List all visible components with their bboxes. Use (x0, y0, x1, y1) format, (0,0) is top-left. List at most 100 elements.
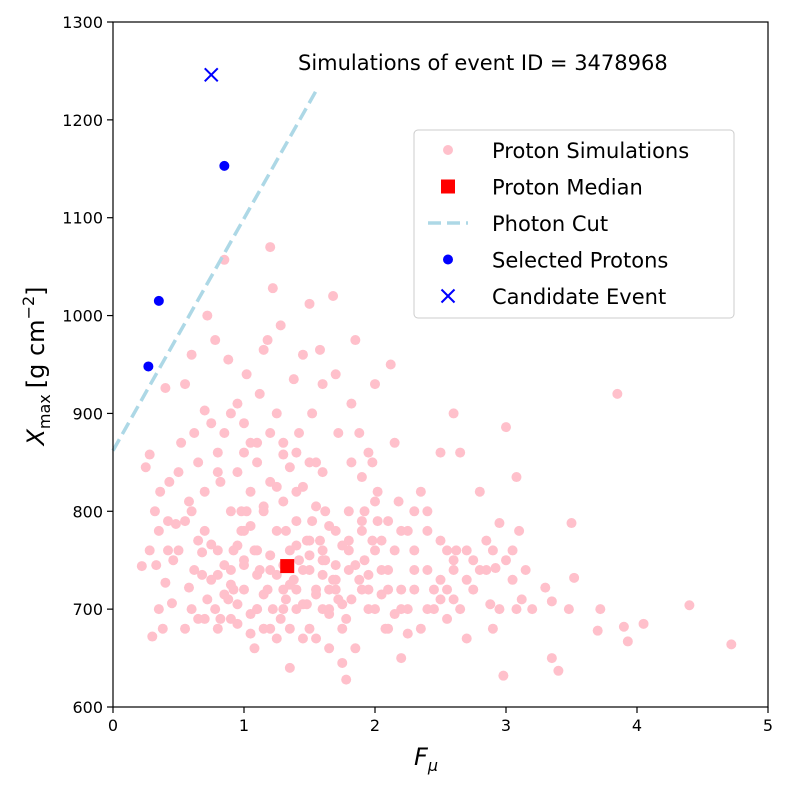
proton-simulation-point (393, 496, 404, 507)
proton-simulation-point (311, 633, 322, 644)
proton-simulation-point (180, 379, 191, 390)
proton-simulation-point (442, 545, 453, 556)
proton-simulation-point (189, 428, 200, 438)
proton-simulation-point (239, 418, 249, 429)
proton-simulation-point (232, 618, 243, 629)
proton-simulation-point (153, 604, 164, 615)
proton-simulation-point (186, 506, 197, 517)
proton-simulation-point (245, 486, 256, 497)
proton-simulation-point (284, 579, 295, 590)
proton-simulation-point (225, 579, 236, 590)
proton-simulation-point (258, 589, 269, 600)
proton-simulation-point (507, 545, 518, 556)
proton-simulation-point (307, 516, 318, 527)
proton-simulation-point (516, 594, 527, 605)
proton-simulation-point (265, 550, 276, 561)
axes-layer: 0 1 2 3 4 5 600 700 800 900 1000 1100 1200 1300 (62, 13, 773, 735)
proton-simulation-point (343, 506, 354, 517)
proton-simulation-point (359, 506, 370, 517)
proton-simulation-point (350, 560, 361, 571)
proton-simulation-point (202, 594, 213, 605)
legend-marker (441, 179, 455, 194)
proton-simulation-point (507, 574, 518, 585)
proton-simulation-point (265, 476, 276, 487)
proton-simulation-point (241, 369, 252, 380)
proton-simulation-point (422, 565, 433, 575)
proton-simulation-point (546, 596, 557, 607)
legend-label: Selected Protons (492, 249, 668, 273)
proton-simulation-point (563, 604, 574, 615)
proton-simulation-point (490, 563, 501, 574)
proton-simulation-point (341, 674, 352, 685)
x-tick-label: 1 (239, 716, 249, 735)
proton-simulation-point (494, 604, 505, 615)
proton-simulation-point (173, 467, 184, 478)
proton-simulation-point (428, 584, 439, 595)
proton-simulation-point (314, 535, 325, 546)
proton-simulation-point (370, 545, 380, 556)
proton-simulation-point (219, 589, 230, 600)
proton-simulation-point (389, 437, 400, 448)
proton-simulation-point (153, 525, 164, 536)
proton-simulation-point (297, 481, 308, 492)
proton-simulation-point (225, 506, 236, 517)
proton-simulation-point (385, 359, 396, 370)
proton-simulation-point (189, 565, 200, 575)
proton-simulation-point (160, 382, 171, 393)
proton-simulation-point (280, 525, 291, 536)
proton-simulation-point (370, 604, 380, 615)
y-axis-label: Xmax[g cm−2] (19, 286, 54, 447)
proton-simulation-point (212, 447, 223, 458)
proton-simulation-point (294, 555, 305, 566)
proton-simulation-point (330, 560, 341, 571)
proton-simulation-point (622, 636, 633, 647)
proton-simulation-point (215, 476, 226, 487)
proton-simulation-point (337, 623, 348, 634)
proton-simulation-point (173, 545, 184, 556)
proton-simulation-point (511, 472, 522, 483)
proton-simulation-point (307, 408, 318, 419)
proton-simulation-point (168, 555, 179, 566)
proton-simulation-point (258, 501, 269, 512)
proton-simulation-point (566, 518, 577, 529)
proton-simulation-point (284, 623, 295, 634)
proton-simulation-point (461, 545, 472, 556)
proton-simulation-point (176, 437, 187, 448)
proton-simulation-point (367, 457, 378, 468)
proton-simulation-point (147, 631, 158, 642)
y-tick-label: 800 (72, 502, 103, 521)
photon-cut-line (111, 87, 319, 452)
proton-simulation-point (330, 574, 341, 585)
proton-simulation-point (252, 437, 263, 448)
proton-simulation-point (383, 516, 394, 527)
proton-simulation-point (409, 545, 420, 556)
proton-simulation-point (359, 555, 370, 566)
proton-simulation-point (304, 298, 315, 309)
proton-simulation-point (356, 516, 367, 527)
proton-simulation-point (294, 428, 305, 438)
y-tick-label: 1000 (62, 307, 103, 326)
proton-simulation-point (461, 574, 472, 585)
proton-simulation-point (170, 519, 181, 530)
proton-simulation-point (372, 486, 383, 497)
proton-simulation-point (210, 604, 221, 615)
proton-simulation-point (199, 613, 210, 624)
proton-simulation-point (317, 379, 328, 390)
proton-simulation-point (618, 621, 629, 632)
selected-proton-point (219, 160, 230, 171)
y-tick-label: 1300 (62, 13, 103, 32)
proton-median-marker (280, 559, 295, 574)
proton-simulation-point (592, 625, 603, 636)
proton-simulation-point (320, 506, 331, 517)
proton-simulation-point (370, 496, 380, 507)
proton-simulation-point (193, 535, 204, 546)
proton-simulation-point (278, 604, 289, 615)
proton-simulation-point (275, 320, 286, 331)
proton-simulation-point (461, 633, 472, 644)
proton-simulation-point (140, 462, 151, 473)
proton-simulation-point (245, 609, 256, 620)
proton-simulation-point (546, 653, 557, 664)
proton-simulation-point (304, 535, 315, 546)
proton-simulation-point (356, 584, 367, 595)
proton-simulation-point (487, 623, 498, 634)
